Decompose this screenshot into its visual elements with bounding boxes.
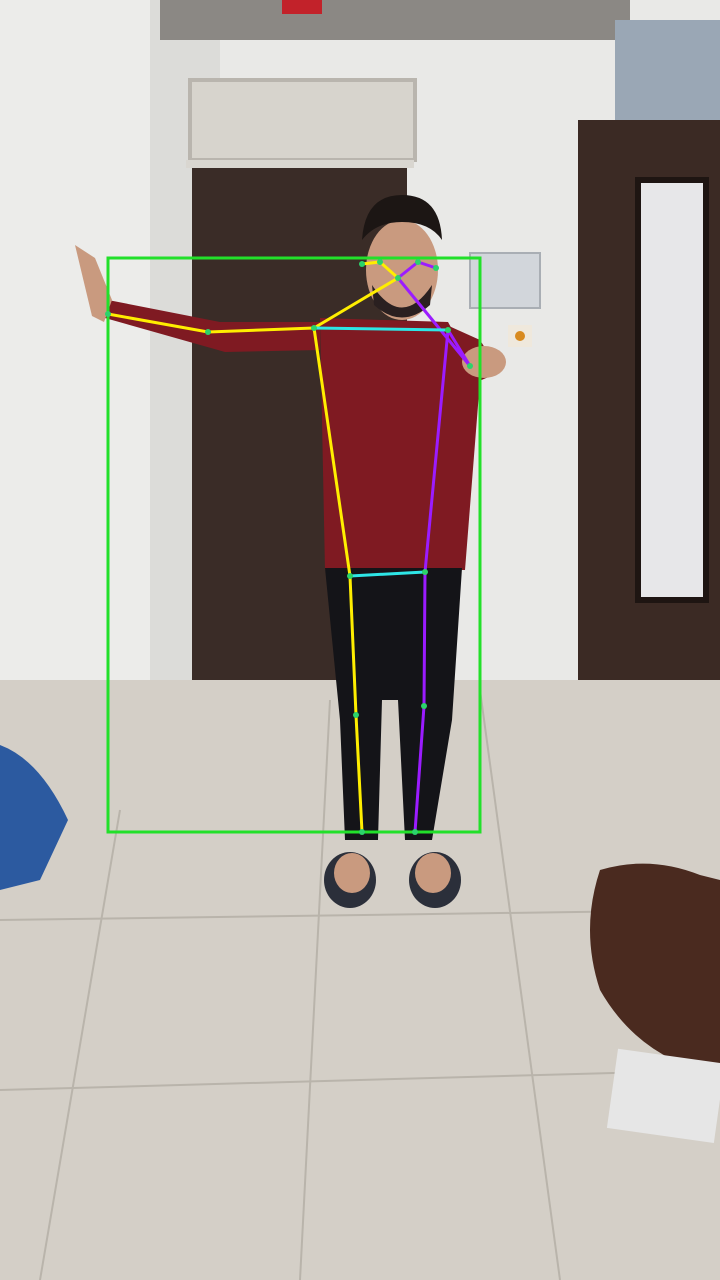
keypoint: [105, 311, 111, 317]
keypoint: [421, 703, 427, 709]
right-foot: [415, 853, 451, 893]
beard: [372, 285, 432, 318]
hip-line: [348, 570, 427, 578]
switch-board: [469, 252, 541, 309]
door-frame: [186, 160, 414, 168]
brown-bag: [590, 863, 720, 1075]
hair: [362, 195, 442, 240]
head: [366, 220, 438, 320]
bounding-box: [106, 256, 482, 834]
keypoint: [467, 363, 473, 369]
left-face-skeleton: [312, 260, 401, 330]
right-body-skeleton: [413, 328, 450, 834]
wardrobe-top-clothes: [615, 20, 720, 120]
left-hand: [75, 245, 112, 322]
wardrobe-mirror: [635, 177, 709, 603]
socket-switch: [515, 331, 525, 341]
ceiling-vent: [160, 0, 630, 40]
keypoint: [377, 259, 383, 265]
keypoint: [205, 329, 211, 335]
blue-bag: [0, 745, 68, 890]
keypoint: [359, 829, 365, 835]
keypoint: [422, 569, 428, 575]
keypoint: [347, 573, 353, 579]
left-foot: [334, 853, 370, 893]
red-light: [282, 0, 322, 14]
keypoint: [433, 265, 439, 271]
right-fist: [462, 346, 506, 378]
keypoint: [353, 712, 359, 718]
keypoint: [412, 829, 418, 835]
shoulder-line: [312, 326, 450, 332]
left-wall-column: [0, 0, 170, 800]
keypoint: [415, 259, 421, 265]
transom-window: [188, 78, 417, 162]
newspaper: [606, 1048, 720, 1143]
pose-overlay: [106, 256, 482, 834]
left-body-skeleton: [312, 326, 364, 834]
shirt: [320, 318, 480, 570]
keypoint: [359, 261, 365, 267]
keypoint: [445, 327, 451, 333]
keypoint: [311, 325, 317, 331]
keypoints: [105, 259, 473, 835]
left-arm: [105, 300, 320, 352]
keypoint: [395, 275, 401, 281]
